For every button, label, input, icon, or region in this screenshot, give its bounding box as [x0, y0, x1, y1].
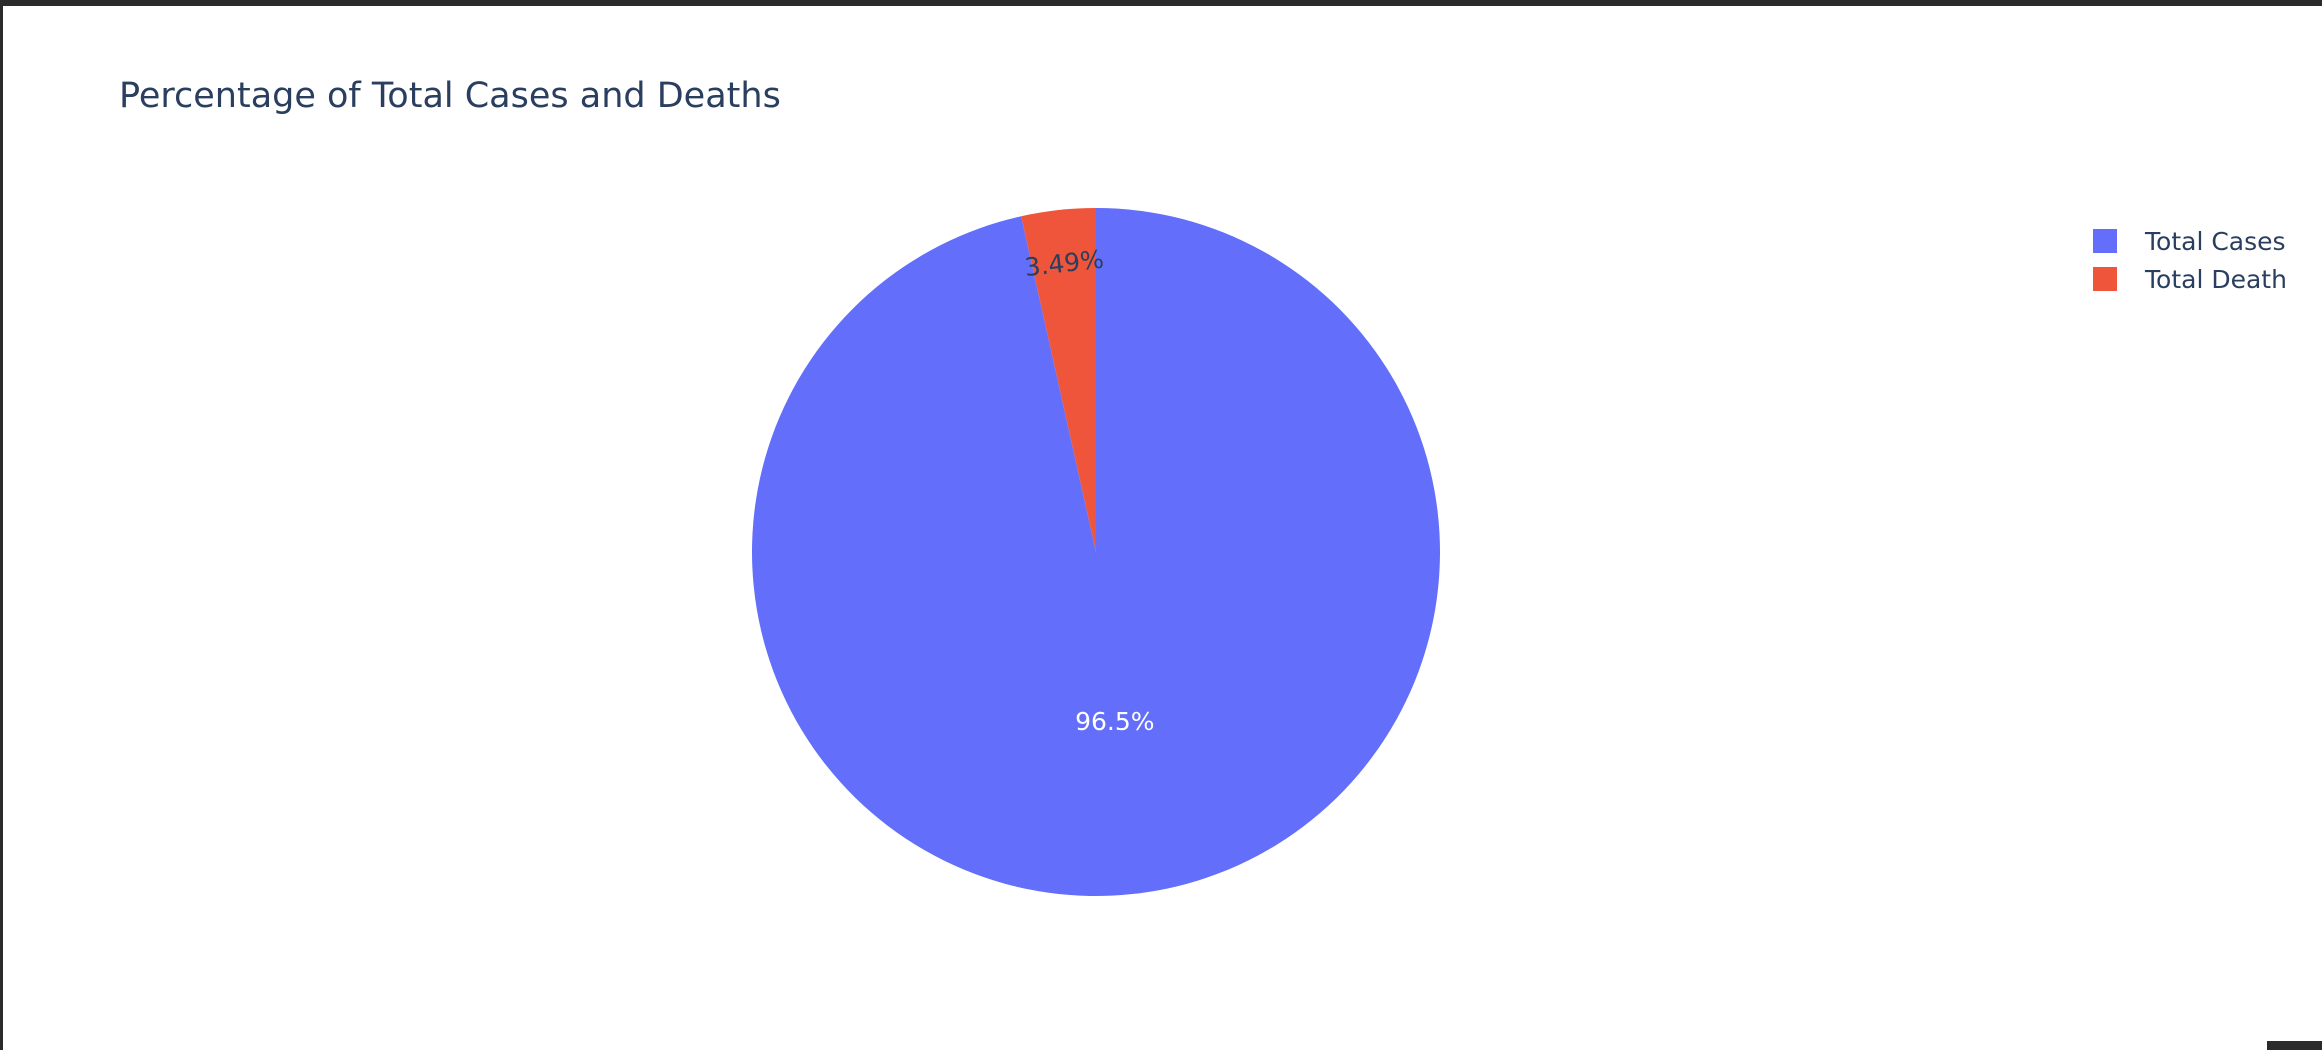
legend-label-total-death: Total Death	[2145, 264, 2287, 294]
pie-slices	[752, 208, 1440, 897]
legend-item-total-cases[interactable]: Total Cases	[2093, 222, 2287, 260]
window-corner-tab	[2267, 1041, 2322, 1050]
legend-swatch-total-death	[2093, 267, 2117, 291]
legend-label-total-cases: Total Cases	[2145, 226, 2286, 256]
chart-title: Percentage of Total Cases and Deaths	[119, 76, 781, 116]
slice-label-total-cases: 96.5%	[1075, 707, 1154, 736]
pie-slice-total-death[interactable]	[1021, 208, 1096, 552]
legend-swatch-total-cases	[2093, 229, 2117, 253]
pie-chart: 96.5%3.49%	[752, 208, 1440, 897]
chart-canvas: Percentage of Total Cases and Deaths 96.…	[3, 6, 2322, 1050]
legend-item-total-death[interactable]: Total Death	[2093, 260, 2287, 298]
chart-legend: Total Cases Total Death	[2093, 222, 2287, 298]
